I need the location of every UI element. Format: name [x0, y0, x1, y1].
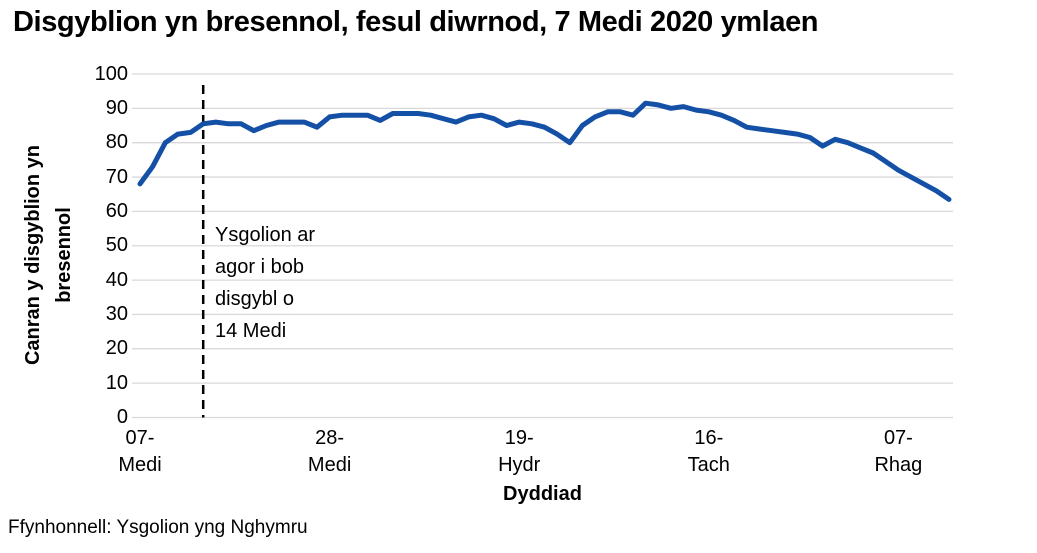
- chart-title: Disgyblion yn bresennol, fesul diwrnod, …: [13, 6, 819, 38]
- annotation-line: Ysgolion ar: [215, 224, 316, 246]
- y-axis-tick-label: 80: [105, 131, 128, 154]
- y-axis-tick-label: 20: [105, 337, 128, 360]
- attendance-line: [137, 100, 952, 202]
- source-note: Ffynhonnell: Ysgolion yng Nghymru: [8, 517, 308, 538]
- annotation-line: agor i bob: [215, 256, 304, 278]
- y-axis-tick-label: 30: [105, 302, 128, 325]
- y-axis-tick-label: 10: [105, 371, 128, 394]
- annotation-line: 14 Medi: [215, 320, 287, 342]
- x-axis-tick-label: 19- Hydr: [498, 427, 541, 476]
- y-axis-tick-label: 40: [105, 268, 128, 291]
- x-axis-tick-label: 07- Medi: [118, 427, 162, 476]
- y-axis-tick-label: 0: [116, 406, 128, 428]
- y-axis-tick-label: 60: [105, 199, 128, 222]
- annotation-line: disgybl o: [215, 288, 294, 310]
- y-axis-tick-label: 70: [105, 165, 128, 188]
- x-axis-title: Dyddiad: [503, 483, 582, 505]
- y-axis-tick-label: 100: [94, 62, 128, 85]
- x-axis-tick-label: 16- Tach: [687, 427, 730, 476]
- x-axis-tick-label: 07- Rhag: [874, 427, 923, 476]
- x-axis-tick-label: 28- Medi: [307, 427, 352, 476]
- y-axis-tick-label: 90: [105, 96, 128, 119]
- annotation-text: Ysgolion ar agor i bob disgybl o 14 Medi: [215, 219, 315, 347]
- y-axis-tick-label: 50: [105, 234, 128, 257]
